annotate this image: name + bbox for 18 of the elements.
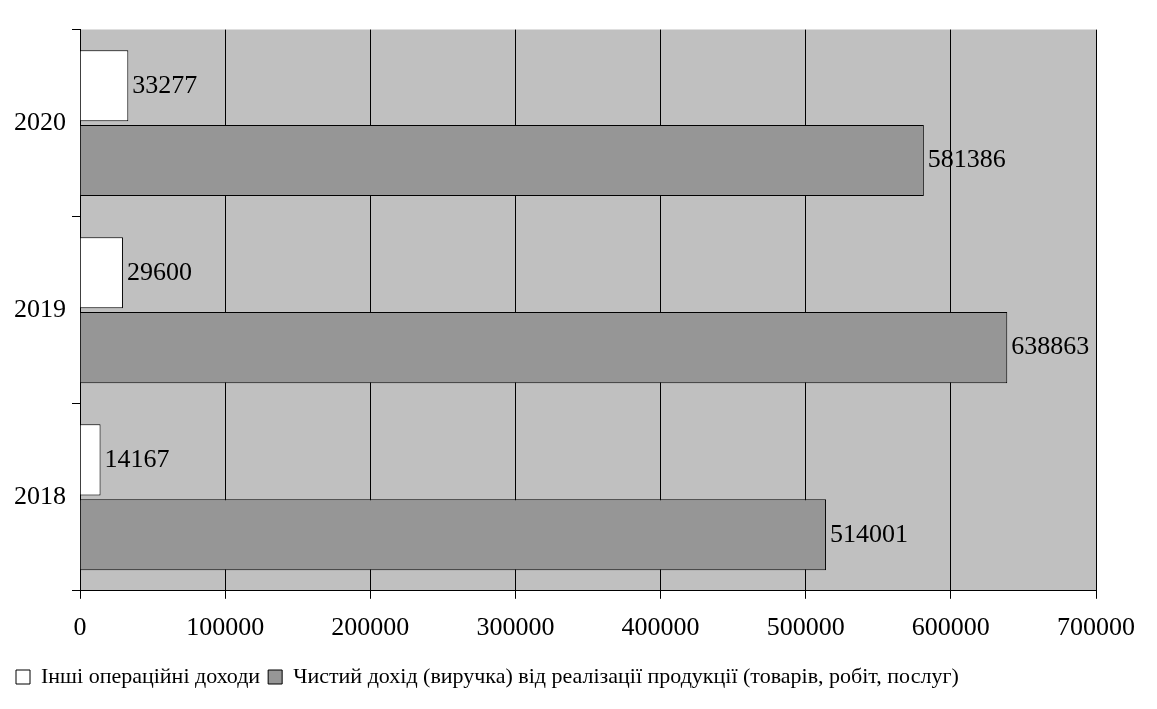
x-tick-label: 500000 <box>766 612 845 642</box>
y-tick-label: 2019 <box>14 294 66 324</box>
x-tick-label: 100000 <box>186 612 265 642</box>
data-label: 29600 <box>126 256 192 286</box>
data-label: 33277 <box>132 69 198 99</box>
data-label: 514001 <box>830 518 909 548</box>
legend-label: Інші операційні доходи <box>41 662 261 688</box>
y-tick-label: 2018 <box>14 481 66 511</box>
x-tick-label: 400000 <box>621 612 700 642</box>
x-tick-label: 700000 <box>1057 612 1135 642</box>
legend-label: Чистий дохід (виручка) від реалізації продукції (товарів, робіт, послуг) <box>293 662 959 688</box>
x-tick-label: 0 <box>73 612 87 642</box>
x-tick-label: 300000 <box>476 612 555 642</box>
y-tick-label: 2020 <box>14 106 66 136</box>
data-label: 638863 <box>1011 331 1090 361</box>
x-tick-label: 200000 <box>331 612 410 642</box>
data-label: 14167 <box>104 443 170 473</box>
x-tick-label: 600000 <box>911 612 990 642</box>
